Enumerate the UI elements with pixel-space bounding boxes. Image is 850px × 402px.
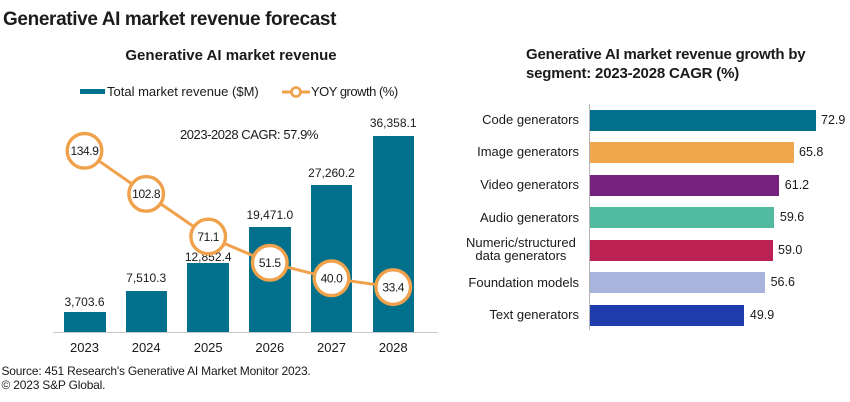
svg-text:33.4: 33.4 xyxy=(382,280,404,294)
svg-text:134.9: 134.9 xyxy=(70,144,99,158)
svg-text:102.8: 102.8 xyxy=(132,187,161,201)
svg-text:71.1: 71.1 xyxy=(197,230,219,244)
svg-text:51.5: 51.5 xyxy=(259,256,281,270)
svg-text:40.0: 40.0 xyxy=(321,272,343,286)
